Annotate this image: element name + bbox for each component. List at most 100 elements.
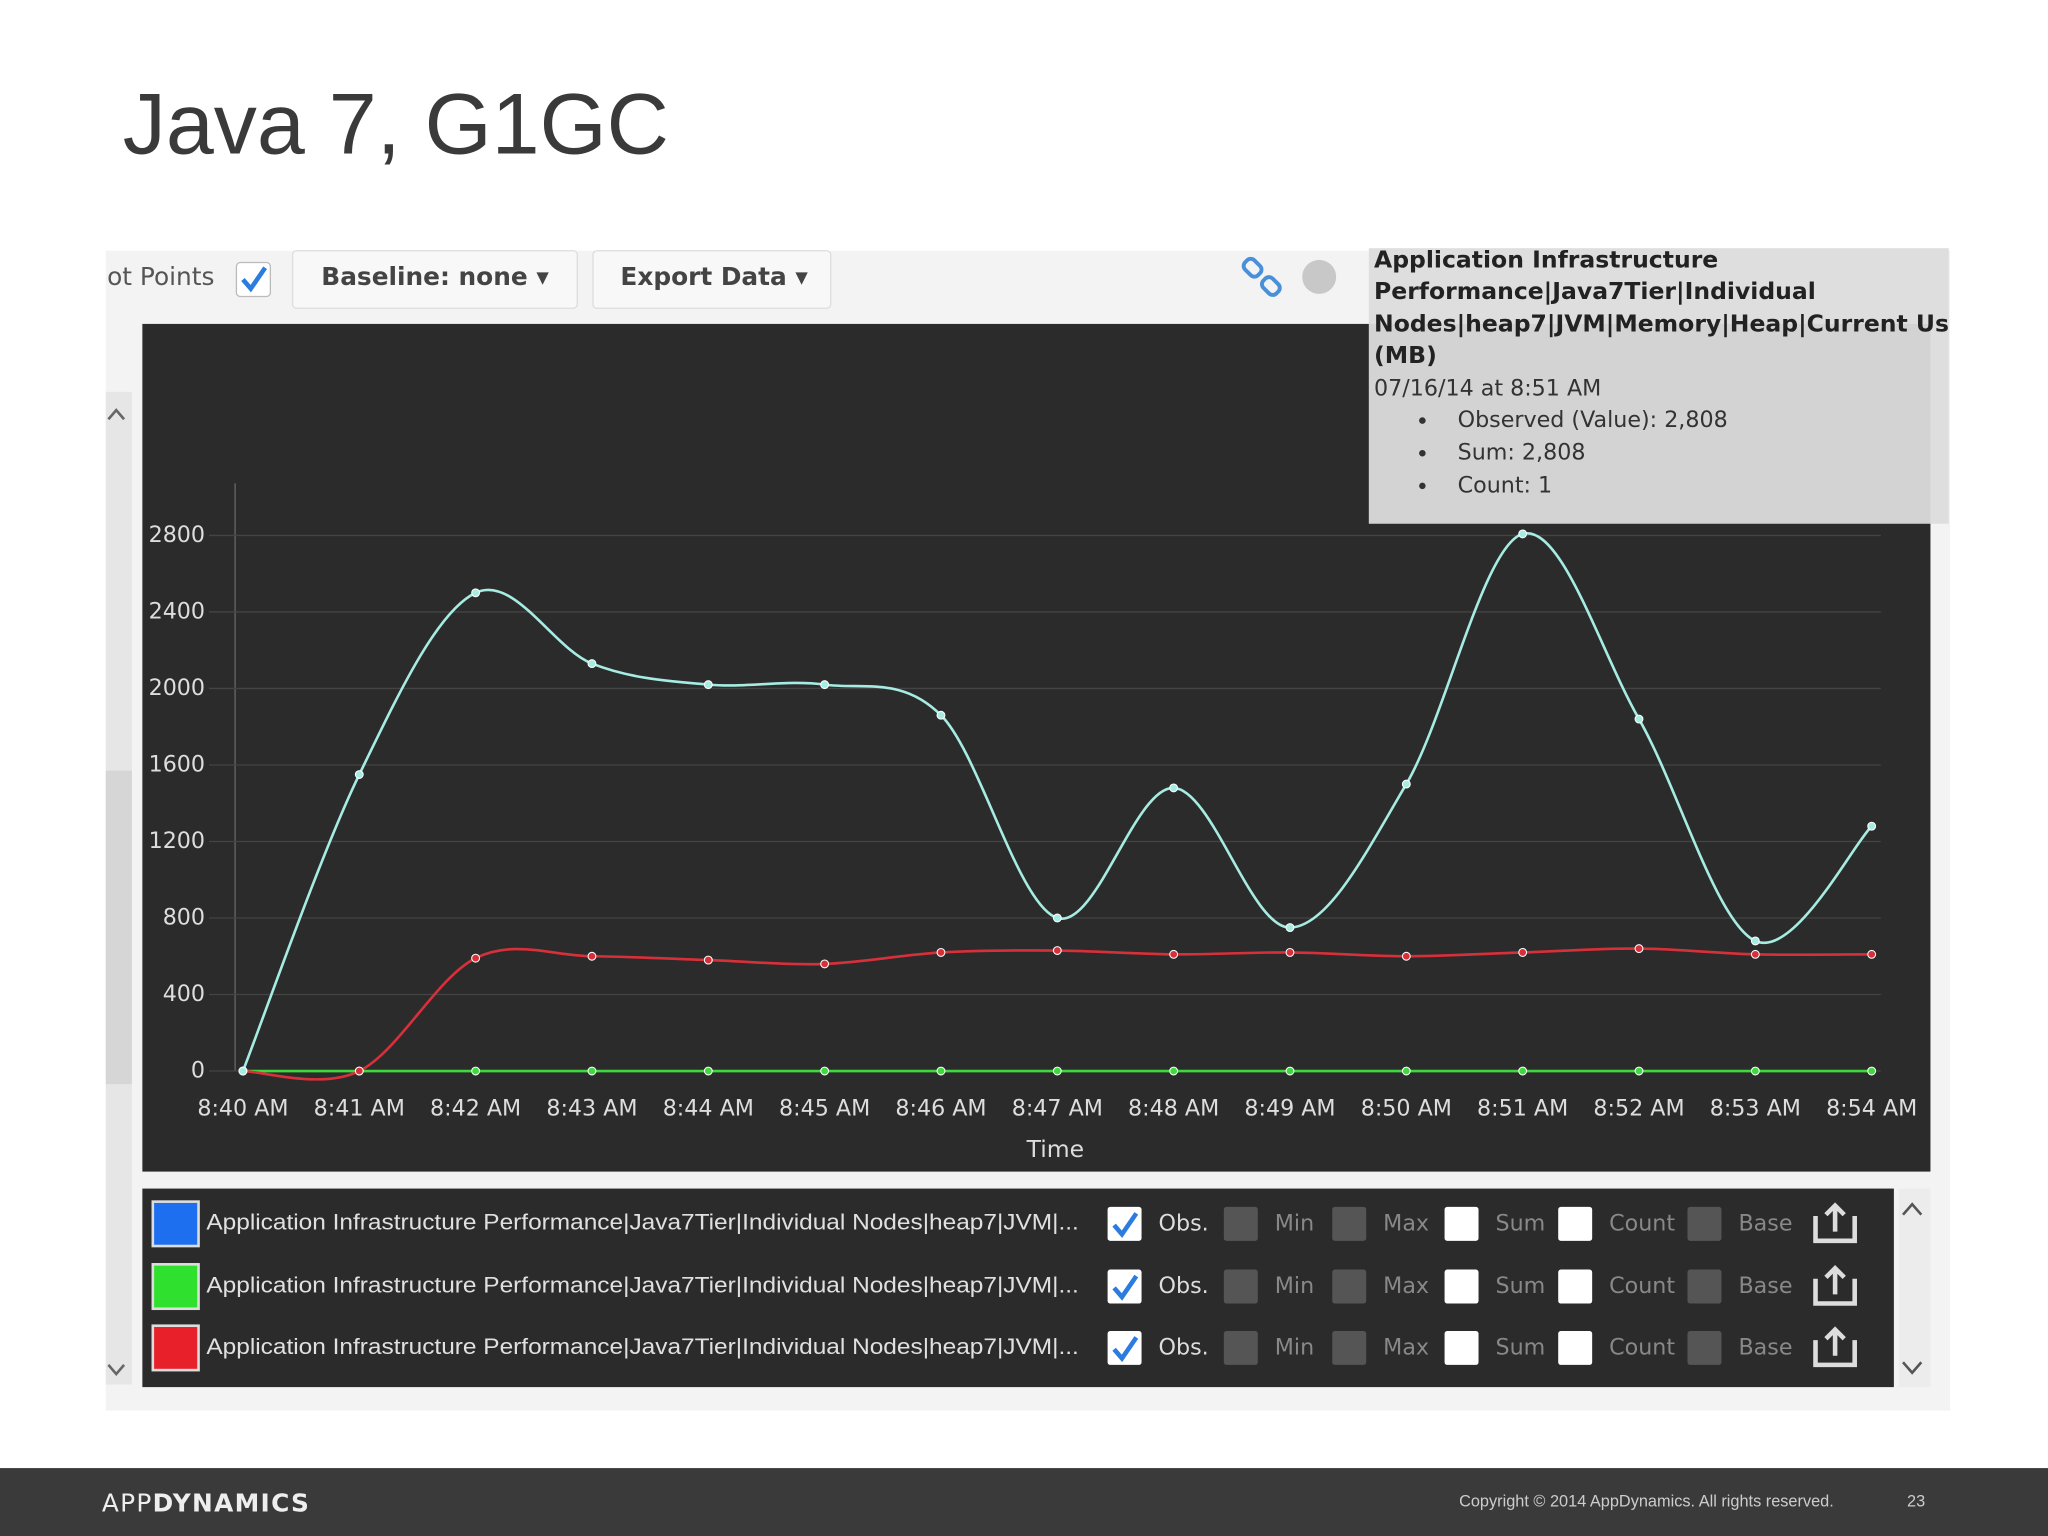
points-checkbox[interactable] — [235, 261, 272, 298]
data-point[interactable] — [1169, 949, 1179, 959]
data-point[interactable] — [587, 951, 597, 961]
series-line — [241, 532, 1873, 1072]
toolbar-item[interactable]: Export Data ▾ — [620, 262, 808, 291]
x-tick-label: 8:40 AM — [197, 1095, 288, 1121]
legend-swatch[interactable] — [151, 1324, 200, 1372]
legend-swatch[interactable] — [151, 1200, 200, 1248]
data-point[interactable] — [587, 1066, 597, 1076]
option-checkbox[interactable] — [1332, 1269, 1367, 1304]
option-checkbox[interactable] — [1107, 1206, 1142, 1241]
scroll-up[interactable] — [1902, 1202, 1923, 1216]
data-point[interactable] — [936, 1066, 946, 1076]
option-checkbox[interactable] — [1107, 1330, 1142, 1365]
data-point[interactable] — [703, 955, 713, 965]
option-label: Obs. — [1159, 1273, 1209, 1299]
share-icon[interactable] — [1813, 1202, 1857, 1244]
data-point[interactable] — [354, 1066, 364, 1076]
legend-label: Application Infrastructure Performance|J… — [206, 1210, 1078, 1235]
tooltip-item: Sum: 2,808 — [1458, 440, 1586, 466]
baseline-button[interactable] — [291, 250, 578, 309]
option-checkbox[interactable] — [1558, 1330, 1593, 1365]
data-point[interactable] — [820, 680, 830, 690]
x-tick-label: 8:44 AM — [663, 1095, 754, 1121]
option-checkbox[interactable] — [1332, 1206, 1367, 1241]
data-point[interactable] — [1634, 944, 1644, 954]
tooltip-item: Count: 1 — [1458, 472, 1553, 498]
help-icon[interactable] — [1302, 259, 1337, 294]
data-point[interactable] — [1518, 1066, 1528, 1076]
data-point[interactable] — [1285, 947, 1295, 957]
data-point[interactable] — [703, 680, 713, 690]
data-point[interactable] — [354, 770, 364, 779]
legend-swatch[interactable] — [151, 1263, 200, 1311]
data-point[interactable] — [820, 959, 830, 969]
y-tick-label: 400 — [163, 981, 205, 1007]
data-point[interactable] — [703, 1066, 713, 1076]
option-checkbox[interactable] — [1444, 1269, 1479, 1304]
data-point[interactable] — [1750, 949, 1760, 959]
option-label: Min — [1275, 1210, 1314, 1236]
data-point[interactable] — [1052, 1066, 1062, 1076]
link-icon[interactable] — [1241, 256, 1282, 297]
data-point[interactable] — [471, 588, 481, 598]
data-point[interactable] — [1285, 1066, 1295, 1076]
option-checkbox[interactable] — [1687, 1269, 1722, 1304]
scroll-down[interactable] — [1902, 1361, 1923, 1375]
option-checkbox[interactable] — [1223, 1206, 1258, 1241]
logo-part: DYNAMICS — [153, 1489, 311, 1518]
toolbar-item[interactable]: Baseline: none ▾ — [321, 262, 549, 291]
option-checkbox[interactable] — [1332, 1330, 1367, 1365]
logo: APPDYNAMICS — [102, 1489, 310, 1518]
data-point[interactable] — [936, 710, 946, 720]
data-point[interactable] — [587, 659, 597, 669]
y-tick-label: 1600 — [149, 751, 205, 777]
data-point[interactable] — [1401, 779, 1411, 789]
share-icon[interactable] — [1813, 1265, 1857, 1306]
scroll-up[interactable] — [107, 408, 126, 421]
data-point[interactable] — [1401, 951, 1411, 961]
option-checkbox[interactable] — [1107, 1269, 1142, 1304]
legend-panel — [142, 1188, 1894, 1388]
data-point[interactable] — [820, 1066, 830, 1076]
data-point[interactable] — [1285, 923, 1295, 932]
data-point[interactable] — [1518, 529, 1528, 539]
legend-label: Application Infrastructure Performance|J… — [206, 1272, 1078, 1297]
x-tick-label: 8:46 AM — [895, 1095, 986, 1121]
option-checkbox[interactable] — [1558, 1206, 1593, 1241]
data-point[interactable] — [1867, 821, 1877, 831]
data-point[interactable] — [1750, 936, 1760, 946]
data-point[interactable] — [471, 1066, 481, 1076]
x-tick-label: 8:41 AM — [314, 1095, 405, 1121]
data-point[interactable] — [1634, 1066, 1644, 1076]
export-button[interactable] — [592, 250, 832, 309]
option-checkbox[interactable] — [1687, 1206, 1722, 1241]
data-point[interactable] — [471, 953, 481, 963]
data-point[interactable] — [1052, 913, 1062, 923]
data-point[interactable] — [1634, 714, 1644, 724]
check — [1112, 1336, 1139, 1363]
data-point[interactable] — [1750, 1066, 1760, 1076]
data-point[interactable] — [1169, 783, 1179, 793]
x-tick-label: 8:47 AM — [1012, 1095, 1103, 1121]
option-checkbox[interactable] — [1223, 1330, 1258, 1365]
data-point[interactable] — [1867, 949, 1877, 959]
data-point[interactable] — [1401, 1066, 1411, 1076]
data-point[interactable] — [1518, 947, 1528, 957]
option-checkbox[interactable] — [1687, 1330, 1722, 1365]
data-point[interactable] — [1867, 1066, 1877, 1076]
tooltip-title: Application Infrastructure — [1374, 246, 1718, 274]
data-point[interactable] — [1169, 1066, 1179, 1076]
check — [1112, 1274, 1139, 1301]
data-point[interactable] — [238, 1066, 248, 1076]
option-checkbox[interactable] — [1444, 1330, 1479, 1365]
scroll-down[interactable] — [107, 1364, 126, 1377]
option-checkbox[interactable] — [1444, 1206, 1479, 1241]
y-tick-label: 2400 — [149, 598, 205, 624]
data-point[interactable] — [936, 947, 946, 957]
data-point[interactable] — [1052, 946, 1062, 955]
y-tick-label: 0 — [191, 1058, 205, 1084]
share-icon[interactable] — [1813, 1326, 1857, 1368]
option-checkbox[interactable] — [1558, 1269, 1593, 1304]
option-checkbox[interactable] — [1223, 1269, 1258, 1304]
